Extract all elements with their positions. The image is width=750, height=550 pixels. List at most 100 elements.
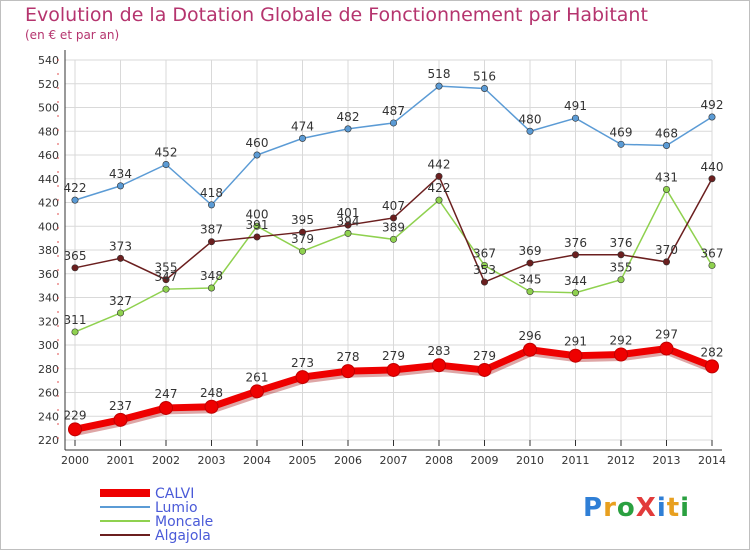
data-point [432,358,446,373]
data-label: 297 [655,328,678,342]
data-label: 376 [564,236,587,250]
logo-letter: X [636,493,657,523]
y-tick-label: 360 [38,268,59,281]
data-point [162,276,170,284]
data-label: 229 [64,408,87,422]
data-label: 348 [200,269,223,283]
data-point [344,221,352,229]
data-point [295,370,310,385]
data-point [298,247,306,255]
y-tick-label: 540 [38,54,59,67]
legend-label: Moncale [155,514,213,530]
data-label: 442 [428,157,451,171]
data-point [526,259,534,267]
data-label: 394 [337,214,360,228]
data-label: 365 [64,249,87,263]
data-label: 468 [655,127,678,141]
x-tick-label: 2010 [516,454,544,467]
data-label: 379 [291,232,314,246]
data-label: 395 [291,213,314,227]
data-point [71,196,79,204]
data-label: 327 [109,294,132,308]
y-tick-label: 300 [38,339,59,352]
y-tick-label: 500 [38,102,59,115]
chart-title: Evolution de la Dotation Globale de Fonc… [25,4,648,26]
data-point [298,134,306,142]
data-label: 237 [109,399,132,413]
data-label: 296 [519,329,542,343]
data-label: 487 [382,104,405,118]
data-label: 344 [564,274,587,288]
data-point [68,422,82,437]
data-label: 355 [610,261,633,275]
data-point [253,233,261,241]
data-label: 376 [610,236,633,250]
data-label: 367 [701,246,724,260]
series-moncale [71,185,716,336]
data-label: 387 [200,223,223,237]
data-label: 422 [64,181,87,195]
x-tick-label: 2003 [198,454,226,467]
data-label: 279 [382,349,405,363]
series-lumio [71,82,716,209]
x-tick-label: 2002 [152,454,180,467]
legend-label: Lumio [155,500,198,516]
data-label: 418 [200,186,223,200]
data-label: 273 [291,356,314,370]
x-tick-label: 2012 [607,454,635,467]
data-point [208,201,216,209]
data-label: 282 [701,345,724,359]
data-label: 283 [428,344,451,358]
data-point [113,412,128,427]
data-label: 391 [246,218,269,232]
legend-label: Algajola [155,528,211,544]
data-point [708,113,716,121]
data-label: 482 [337,110,360,124]
data-point [204,399,219,414]
data-point [298,228,306,236]
data-point [162,285,170,293]
data-point [159,400,173,415]
x-tick-label: 2000 [61,454,89,467]
data-point [614,347,628,362]
data-point [344,125,352,133]
y-tick-label: 520 [38,78,59,91]
data-label: 311 [64,313,87,327]
data-label: 261 [246,370,269,384]
data-label: 278 [337,350,360,364]
y-tick-label: 460 [38,149,59,162]
data-label: 248 [200,386,223,400]
logo-letter: t [667,493,680,523]
data-point [435,172,443,180]
proxiti-logo: ProXiti [583,493,690,523]
data-point [526,127,534,135]
data-point [662,258,670,266]
x-tick-label: 2006 [334,454,362,467]
data-point [250,384,264,399]
x-tick-label: 2008 [425,454,453,467]
logo-letter: o [617,493,636,523]
logo-text: ProXiti [583,493,690,523]
data-point [117,309,125,317]
y-tick-label: 320 [38,315,59,328]
data-label: 389 [382,220,405,234]
data-point [526,288,534,296]
data-point [389,235,397,243]
data-label: 400 [246,207,269,221]
data-point [435,82,443,90]
data-point [480,278,488,286]
data-point [386,362,401,377]
data-point [477,362,492,377]
data-point [708,261,716,269]
legend-label: CALVI [155,486,194,502]
series-calvi [68,341,719,437]
y-tick-label: 340 [38,292,59,305]
y-tick-label: 440 [38,173,59,186]
x-tick-label: 2014 [698,454,726,467]
data-label: 367 [473,246,496,260]
data-point [253,222,261,230]
y-tick-label: 400 [38,220,59,233]
data-point [659,341,674,356]
